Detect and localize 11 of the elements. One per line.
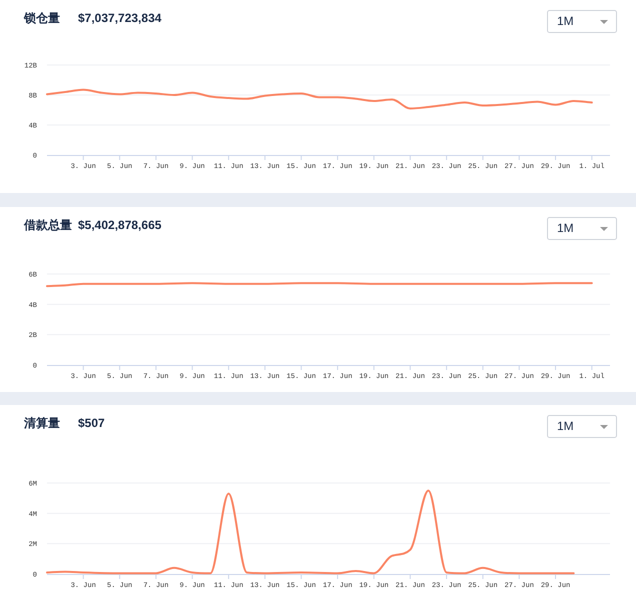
chart-subtitle: $7,037,723,834 xyxy=(78,11,162,25)
chart-subtitle: $5,402,878,665 xyxy=(78,218,162,232)
chart-title: 借款总量 xyxy=(23,218,72,232)
line-series xyxy=(46,88,593,110)
text: 1M xyxy=(557,14,574,28)
text: 1M xyxy=(557,419,574,433)
text: 1M xyxy=(557,221,574,235)
chart-title: 清算量 xyxy=(23,416,60,430)
line-series xyxy=(46,490,575,574)
chart-title: 锁仓量 xyxy=(23,11,60,25)
chart-subtitle: $507 xyxy=(78,416,106,430)
